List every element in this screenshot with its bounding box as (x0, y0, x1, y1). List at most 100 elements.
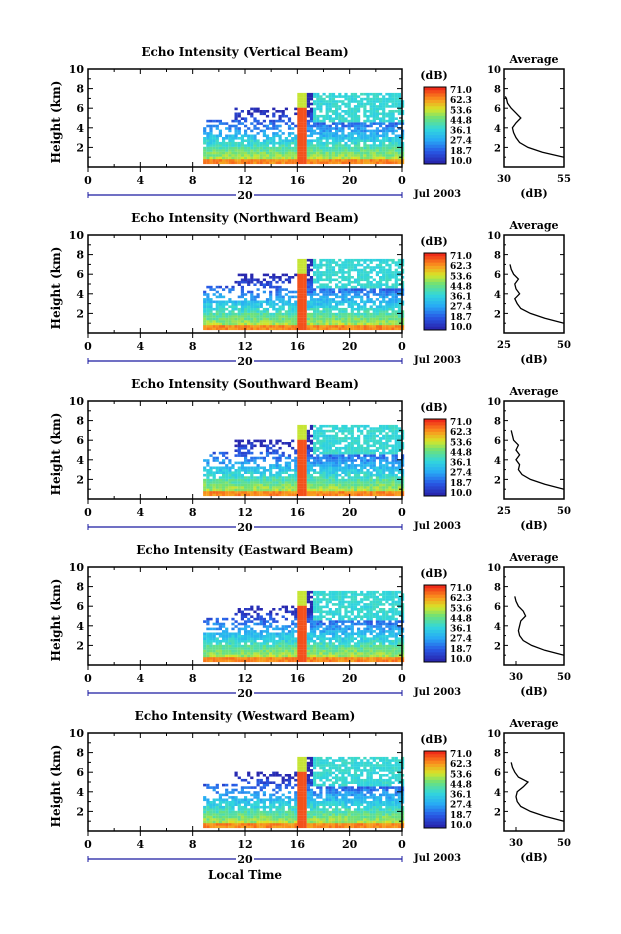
heatmap-cell (385, 464, 388, 467)
heatmap-cell (313, 449, 316, 452)
heatmap-cell (326, 303, 329, 306)
heatmap-cell (291, 657, 294, 660)
heatmap-cell (238, 308, 241, 311)
heatmap-cell (373, 269, 376, 272)
heatmap-cell (395, 98, 398, 101)
heatmap-cell (272, 628, 275, 631)
heatmap-cell (213, 162, 216, 165)
heatmap-cell (288, 296, 291, 299)
heatmap-cell (294, 113, 297, 116)
heatmap-cell (304, 467, 307, 470)
heatmap-cell (351, 471, 354, 474)
heatmap-cell (316, 603, 319, 606)
heatmap-cell (382, 464, 385, 467)
heatmap-cell (316, 117, 319, 120)
heatmap-cell (304, 442, 307, 445)
heatmap-cell (354, 264, 357, 267)
heatmap-cell (260, 144, 263, 147)
colorbar-swatch (424, 445, 446, 449)
heatmap-cell (398, 467, 401, 470)
heatmap-cell (301, 142, 304, 145)
heatmap-cell (241, 281, 244, 284)
heatmap-cell (272, 274, 275, 277)
heatmap-cell (269, 476, 272, 479)
heatmap-cell (244, 467, 247, 470)
heatmap-cell (244, 494, 247, 497)
heatmap-cell (341, 115, 344, 118)
heatmap-cell (370, 115, 373, 118)
x-tick-label: 20 (342, 174, 358, 187)
heatmap-cell (310, 147, 313, 150)
heatmap-cell (307, 650, 310, 653)
heatmap-cell (250, 328, 253, 331)
heatmap-cell (260, 642, 263, 645)
heatmap-cell (266, 452, 269, 455)
heatmap-cell (222, 139, 225, 142)
heatmap-cell (297, 615, 300, 618)
heatmap-cell (275, 457, 278, 460)
heatmap-cell (366, 93, 369, 96)
heatmap-cell (288, 308, 291, 311)
heatmap-cell (263, 637, 266, 640)
heatmap-cell (310, 442, 313, 445)
heatmap-cell (388, 98, 391, 101)
heatmap-cell (379, 152, 382, 155)
heatmap-cell (260, 110, 263, 113)
heatmap-cell (366, 313, 369, 316)
heatmap-cell (279, 479, 282, 482)
heatmap-cell (250, 308, 253, 311)
heatmap-cell (310, 467, 313, 470)
heatmap-cell (341, 325, 344, 328)
heatmap-cell (225, 476, 228, 479)
heatmap-cell (379, 476, 382, 479)
heatmap-cell (332, 279, 335, 282)
heatmap-cell (329, 313, 332, 316)
heatmap-cell (313, 117, 316, 120)
heatmap-cell (247, 162, 250, 165)
heatmap-cell (323, 479, 326, 482)
heatmap-cell (304, 449, 307, 452)
heatmap-cell (288, 127, 291, 130)
heatmap-cell (209, 142, 212, 145)
heatmap-cell (213, 647, 216, 650)
heatmap-cell (247, 479, 250, 482)
heatmap-cell (279, 486, 282, 489)
heatmap-cell (307, 459, 310, 462)
heatmap-cell (297, 476, 300, 479)
heatmap-cell (326, 130, 329, 133)
heatmap-cell (354, 440, 357, 443)
heatmap-cell (209, 647, 212, 650)
heatmap-cell (382, 305, 385, 308)
heatmap-cell (341, 432, 344, 435)
heatmap-cell (228, 313, 231, 316)
heatmap-cell (395, 310, 398, 313)
heatmap-cell (222, 657, 225, 660)
heatmap-cell (301, 98, 304, 101)
heatmap-cell (338, 127, 341, 130)
heatmap-cell (294, 320, 297, 323)
heatmap-cell (301, 279, 304, 282)
heatmap-cell (385, 291, 388, 294)
heatmap-cell (307, 598, 310, 601)
heatmap-cell (335, 452, 338, 455)
heatmap-cell (335, 147, 338, 150)
heatmap-cell (304, 328, 307, 331)
heatmap-cell (307, 440, 310, 443)
heatmap-cell (363, 435, 366, 438)
heatmap-cell (304, 271, 307, 274)
heatmap-cell (335, 113, 338, 116)
heatmap-cell (241, 323, 244, 326)
heatmap-cell (222, 623, 225, 626)
heatmap-cell (392, 445, 395, 448)
heatmap-cell (363, 120, 366, 123)
heatmap-cell (329, 293, 332, 296)
heatmap-cell (366, 139, 369, 142)
heatmap-cell (231, 325, 234, 328)
heatmap-cell (231, 157, 234, 160)
heatmap-cell (373, 435, 376, 438)
heatmap-cell (326, 125, 329, 128)
heatmap-cell (304, 288, 307, 291)
heatmap-cell (304, 147, 307, 150)
heatmap-cell (219, 484, 222, 487)
heatmap-cell (263, 467, 266, 470)
